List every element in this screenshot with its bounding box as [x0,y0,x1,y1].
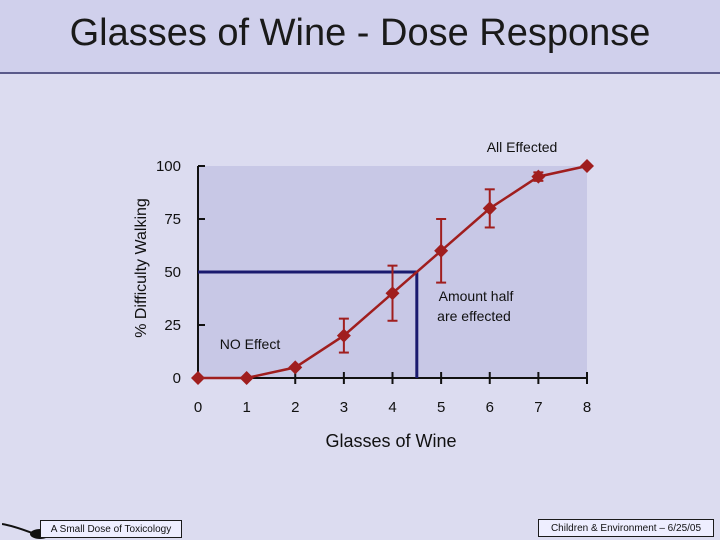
x-tick-label-2: 2 [291,399,299,416]
data-point-1 [239,371,254,385]
y-tick-label-0: 0 [173,370,181,387]
data-point-0 [191,371,205,385]
data-point-4 [385,286,400,301]
x-axis-label: Glasses of Wine [325,431,456,451]
annotation-amount-half-line2: are effected [437,308,511,324]
x-tick-label-0: 0 [194,399,202,416]
x-tick-label-4: 4 [388,399,396,416]
annotation-no-effect: NO Effect [220,336,281,352]
y-tick-label-75: 75 [164,211,181,228]
slide-title: Glasses of Wine - Dose Response [69,12,651,54]
y-tick-label-25: 25 [164,317,181,334]
footer-left: A Small Dose of Toxicology [40,520,182,538]
y-tick-label-100: 100 [156,158,181,175]
title-bar [0,0,720,74]
x-tick-label-1: 1 [242,399,250,416]
footer-right: Children & Environment – 6/25/05 [538,519,714,537]
x-tick-label-6: 6 [486,399,494,416]
annotation-amount-half-line1: Amount half [439,288,514,304]
x-tick-label-3: 3 [340,399,348,416]
y-tick-label-50: 50 [164,264,181,281]
data-point-5 [434,243,449,258]
data-point-3 [336,328,351,343]
x-tick-label-8: 8 [583,399,591,416]
annotation-all-effected: All Effected [487,139,558,155]
data-point-8 [580,159,594,173]
y-axis-label: % Difficulty Walking [133,198,150,338]
data-point-6 [482,201,497,216]
x-tick-label-7: 7 [534,399,542,416]
data-point-2 [288,360,303,375]
x-tick-label-5: 5 [437,399,445,416]
data-point-7 [531,169,546,184]
